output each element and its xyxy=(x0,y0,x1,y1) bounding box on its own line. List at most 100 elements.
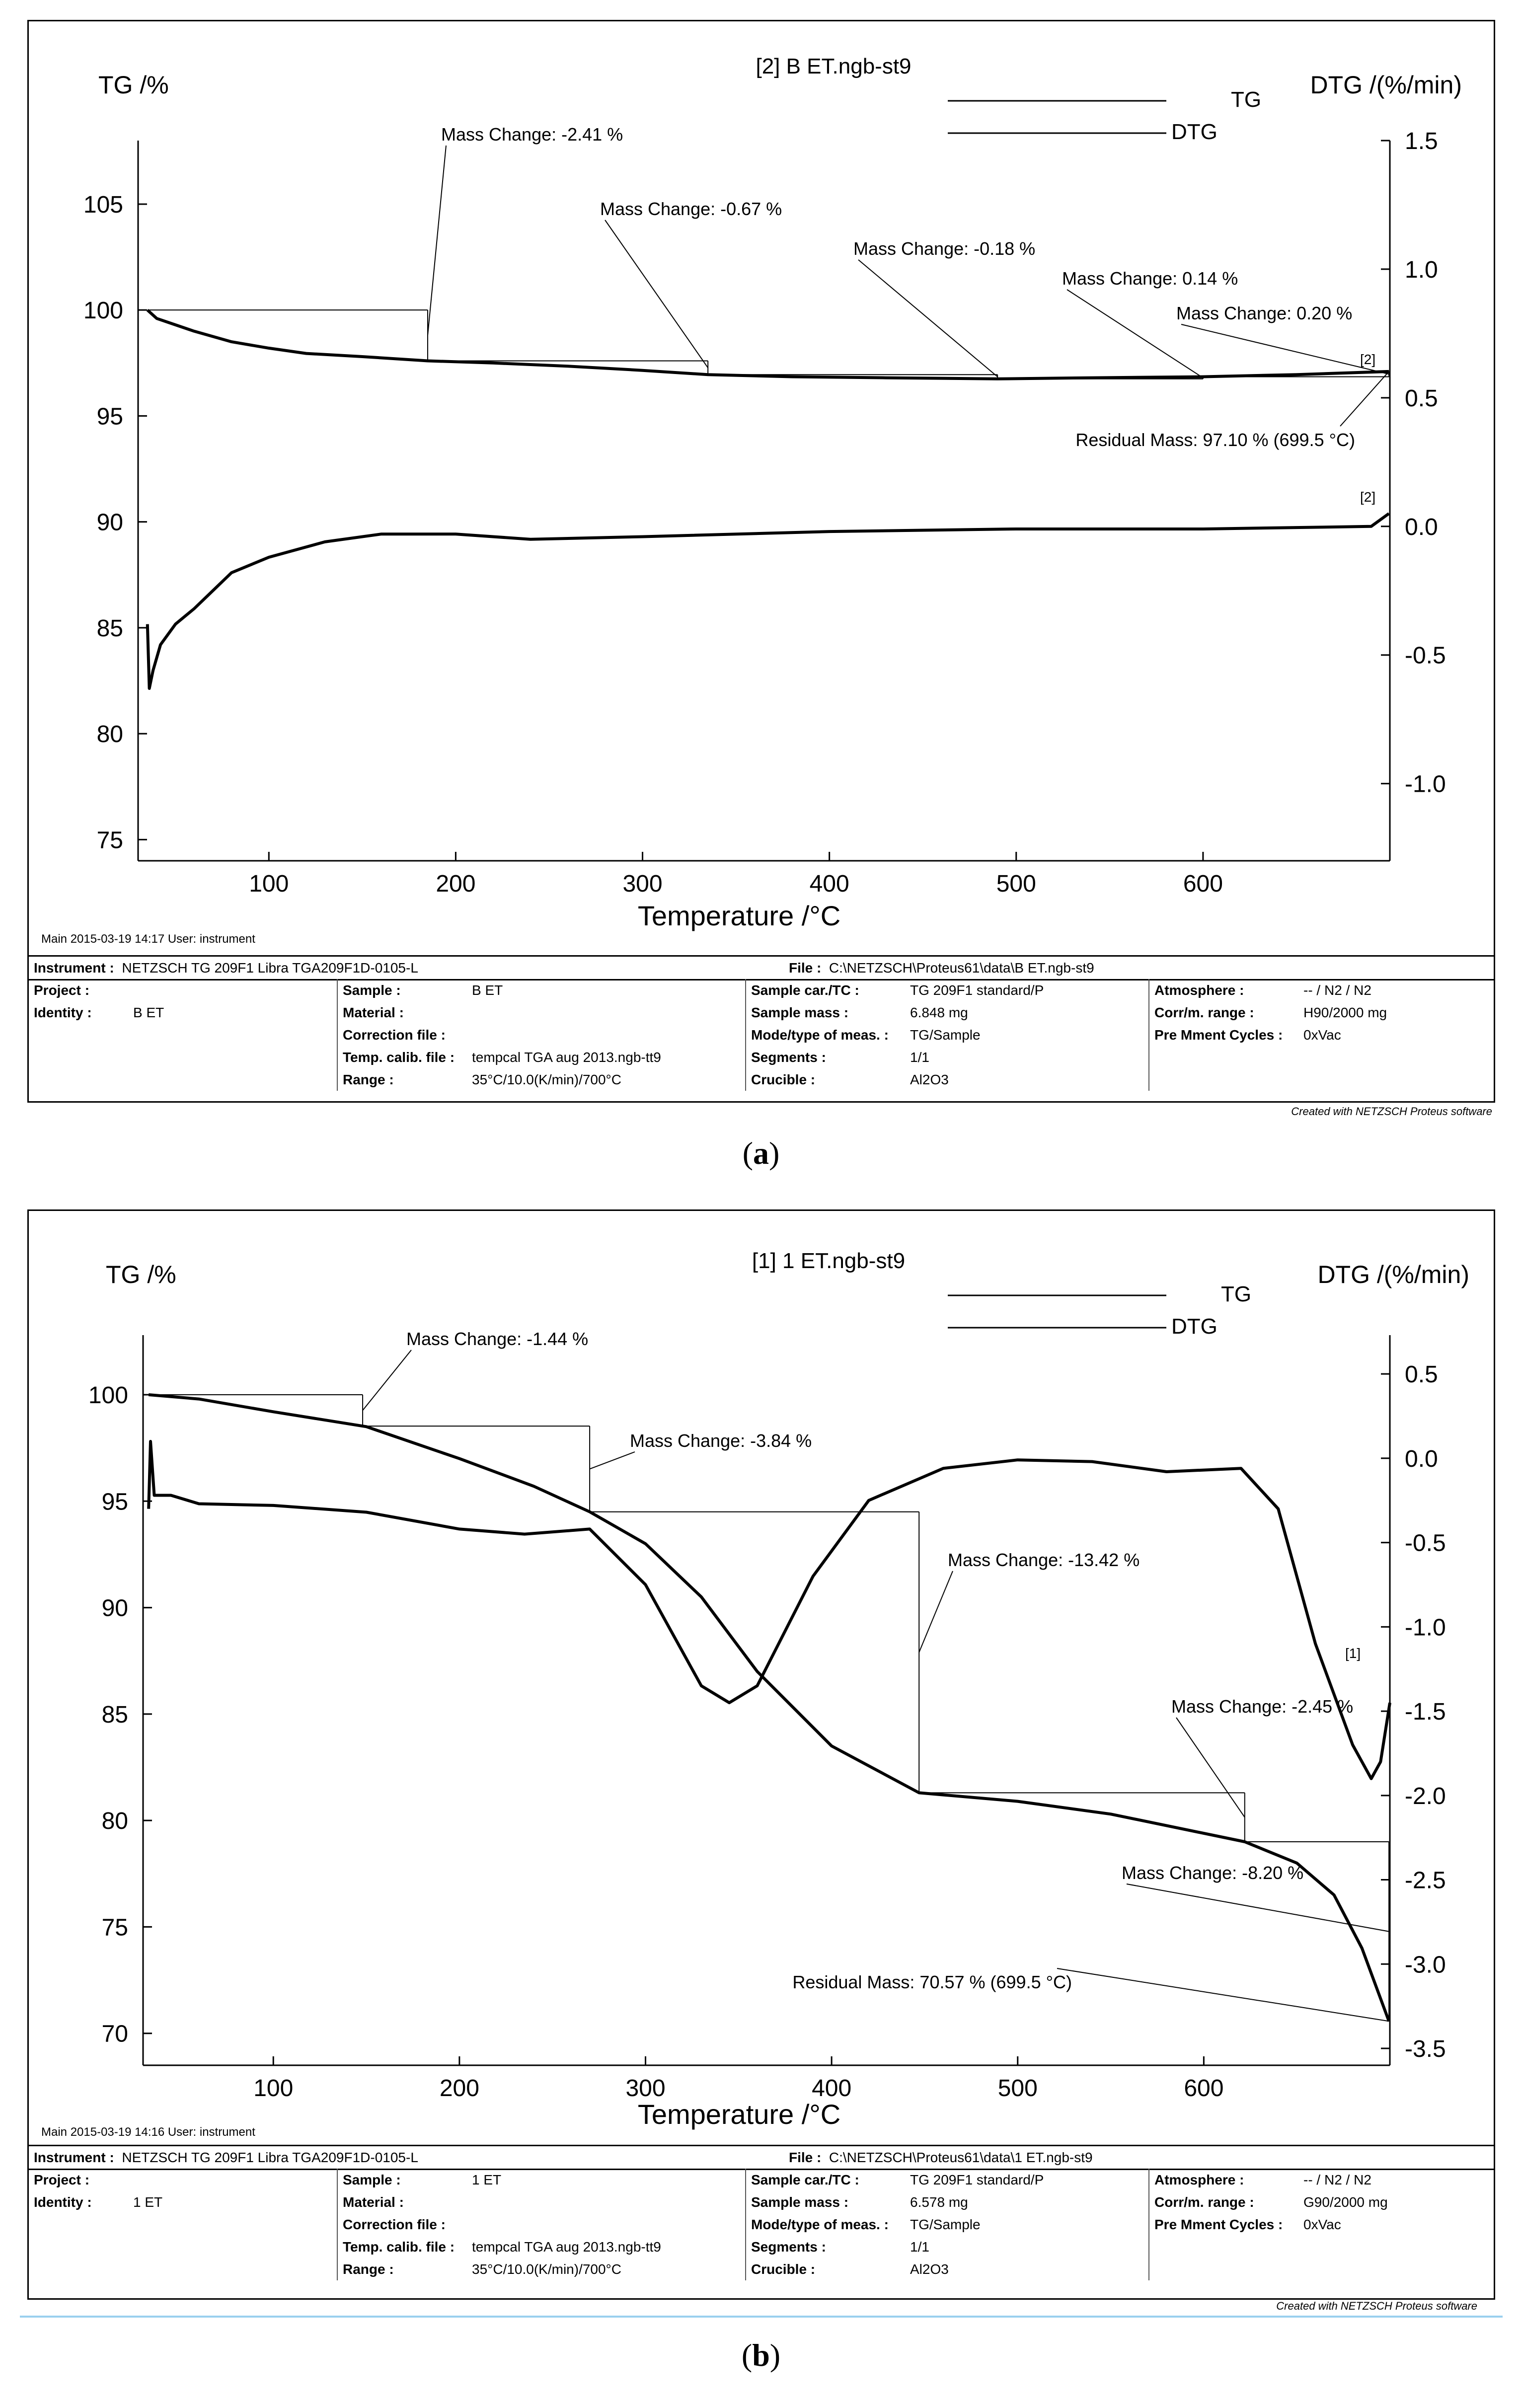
pre-cycles-label: Pre Mment Cycles : xyxy=(1148,1024,1298,1046)
y-left-tick-label: 100 xyxy=(88,1382,128,1409)
sample-car-label: Sample car./TC : xyxy=(745,2169,905,2191)
mass-change-leader xyxy=(918,1571,953,1653)
dtg-curve xyxy=(147,1439,1391,1780)
y-right-tick-label: -0.5 xyxy=(1405,1530,1446,1557)
project-label: Project : xyxy=(34,982,90,998)
crucible-label: Crucible : xyxy=(745,2258,905,2280)
y-left-tick-label: 90 xyxy=(97,510,123,536)
y-right-tick-label: 0.0 xyxy=(1405,514,1438,540)
curve-end-marker: [2] xyxy=(1360,352,1375,367)
atmosphere-label: Atmosphere : xyxy=(1148,2169,1298,2191)
legend-title: [2] B ET.ngb-st9 xyxy=(756,54,911,78)
curve-end-marker: [2] xyxy=(1360,489,1375,505)
range-value: 35°C/10.0(K/min)/700°C xyxy=(472,2261,621,2277)
crucible-label: Crucible : xyxy=(745,1068,905,1091)
mass-change-leader xyxy=(605,220,708,368)
x-tick-label: 200 xyxy=(436,871,475,897)
x-tick-label: 100 xyxy=(253,2075,293,2102)
mass-change-label: Mass Change: -3.84 % xyxy=(630,1430,812,1451)
pre-cycles-label: Pre Mment Cycles : xyxy=(1148,2213,1298,2236)
crucible-value: Al2O3 xyxy=(910,1072,949,1087)
range-label: Range : xyxy=(337,2258,467,2280)
sample-mass-label: Sample mass : xyxy=(745,2191,905,2213)
mass-change-label: Mass Change: -1.44 % xyxy=(406,1329,588,1349)
x-tick-label: 600 xyxy=(1183,871,1223,897)
mass-change-leader xyxy=(427,145,447,336)
identity-value: B ET xyxy=(133,1005,164,1020)
identity-label: Identity : xyxy=(34,2194,92,2210)
pre-cycles-value: 0xVac xyxy=(1303,2217,1341,2232)
tg-curve xyxy=(146,308,1389,380)
segments-value: 1/1 xyxy=(910,1050,929,1065)
corr-range-value: H90/2000 mg xyxy=(1303,1005,1387,1020)
atmosphere-label: Atmosphere : xyxy=(1148,979,1298,1001)
created-note: Created with NETZSCH Proteus software xyxy=(1276,2300,1477,2312)
correction-label: Correction file : xyxy=(337,1024,467,1046)
mass-change-leader xyxy=(589,1451,635,1470)
sample-label: Sample : xyxy=(337,2169,467,2191)
right-axis-label: DTG /(%/min) xyxy=(1310,71,1462,99)
temp-calib-value: tempcal TGA aug 2013.ngb-tt9 xyxy=(472,1050,661,1065)
x-tick-label: 500 xyxy=(998,2075,1038,2102)
legend-tg-label: TG xyxy=(1231,87,1261,112)
temp-calib-label: Temp. calib. file : xyxy=(337,1046,467,1068)
file-label: File : xyxy=(789,2150,822,2165)
x-tick-label: 100 xyxy=(249,871,289,897)
legend-dtg-label: DTG xyxy=(1171,120,1218,144)
right-axis-label: DTG /(%/min) xyxy=(1317,1261,1469,1288)
y-left-tick-label: 85 xyxy=(102,1702,128,1728)
divider xyxy=(20,2316,1503,2318)
mass-change-leader xyxy=(1181,324,1389,375)
file-value: C:\NETZSCH\Proteus61\data\1 ET.ngb-st9 xyxy=(829,2150,1093,2165)
mass-change-label: Mass Change: -0.67 % xyxy=(600,199,782,219)
segments-label: Segments : xyxy=(745,1046,905,1068)
mass-change-label: Mass Change: 0.14 % xyxy=(1062,268,1238,289)
range-label: Range : xyxy=(337,1068,467,1091)
created-note: Created with NETZSCH Proteus software xyxy=(1291,1105,1492,1118)
crucible-value: Al2O3 xyxy=(910,2261,949,2277)
x-axis-label: Temperature /°C xyxy=(638,900,840,931)
mode-label: Mode/type of meas. : xyxy=(745,1024,905,1046)
x-tick-label: 400 xyxy=(810,871,849,897)
chart-a: TG /% DTG /(%/min) [2] B ET.ngb-st9 TG D… xyxy=(41,54,1462,946)
identity-label: Identity : xyxy=(34,1005,92,1020)
sample-mass-value: 6.578 mg xyxy=(910,2194,968,2210)
sample-car-label: Sample car./TC : xyxy=(745,979,905,1001)
tga-panel-b: TG /% DTG /(%/min) [1] 1 ET.ngb-st9 TG D… xyxy=(27,1209,1495,2300)
mode-value: TG/Sample xyxy=(910,1027,981,1043)
mass-change-label: Mass Change: -0.18 % xyxy=(853,238,1035,259)
info-table: Project : Sample : 1 ET Sample car./TC :… xyxy=(29,2169,1494,2280)
residual-mass-label: Residual Mass: 97.10 % (699.5 °C) xyxy=(1075,430,1355,450)
instrument-bar: Instrument : NETZSCH TG 209F1 Libra TGA2… xyxy=(29,955,1494,980)
x-tick-label: 500 xyxy=(996,871,1036,897)
y-left-tick-label: 90 xyxy=(102,1595,128,1622)
y-left-tick-label: 80 xyxy=(102,1808,128,1834)
mass-change-leader xyxy=(1126,1883,1389,1932)
y-left-tick-label: 75 xyxy=(97,827,123,853)
x-tick-label: 300 xyxy=(625,2075,665,2102)
segments-label: Segments : xyxy=(745,2236,905,2258)
instrument-label: Instrument : xyxy=(34,960,114,976)
y-left-tick-label: 85 xyxy=(97,615,123,642)
tga-panel-a: TG /% DTG /(%/min) [2] B ET.ngb-st9 TG D… xyxy=(27,20,1495,1103)
info-table: Project : Sample : B ET Sample car./TC :… xyxy=(29,979,1494,1091)
correction-label: Correction file : xyxy=(337,2213,467,2236)
file-label: File : xyxy=(789,960,822,976)
instrument-value: NETZSCH TG 209F1 Libra TGA209F1D-0105-L xyxy=(122,2150,418,2165)
dtg-curve xyxy=(146,512,1390,690)
y-right-tick-label: -3.5 xyxy=(1405,2036,1446,2062)
x-tick-label: 600 xyxy=(1184,2075,1223,2102)
mass-change-label: Mass Change: 0.20 % xyxy=(1176,303,1352,323)
legend-title: [1] 1 ET.ngb-st9 xyxy=(752,1249,905,1273)
footer-note: Main 2015-03-19 14:17 User: instrument xyxy=(41,932,255,946)
x-tick-label: 400 xyxy=(812,2075,851,2102)
y-right-tick-label: -2.0 xyxy=(1405,1783,1446,1809)
temp-calib-value: tempcal TGA aug 2013.ngb-tt9 xyxy=(472,2239,661,2255)
y-left-tick-label: 70 xyxy=(102,2021,128,2047)
atmosphere-value: -- / N2 / N2 xyxy=(1303,982,1371,998)
left-axis-label: TG /% xyxy=(106,1261,176,1288)
y-right-tick-label: 0.0 xyxy=(1405,1446,1438,1472)
mode-value: TG/Sample xyxy=(910,2217,981,2232)
y-right-tick-label: -3.0 xyxy=(1405,1952,1446,1978)
y-left-tick-label: 80 xyxy=(97,721,123,748)
